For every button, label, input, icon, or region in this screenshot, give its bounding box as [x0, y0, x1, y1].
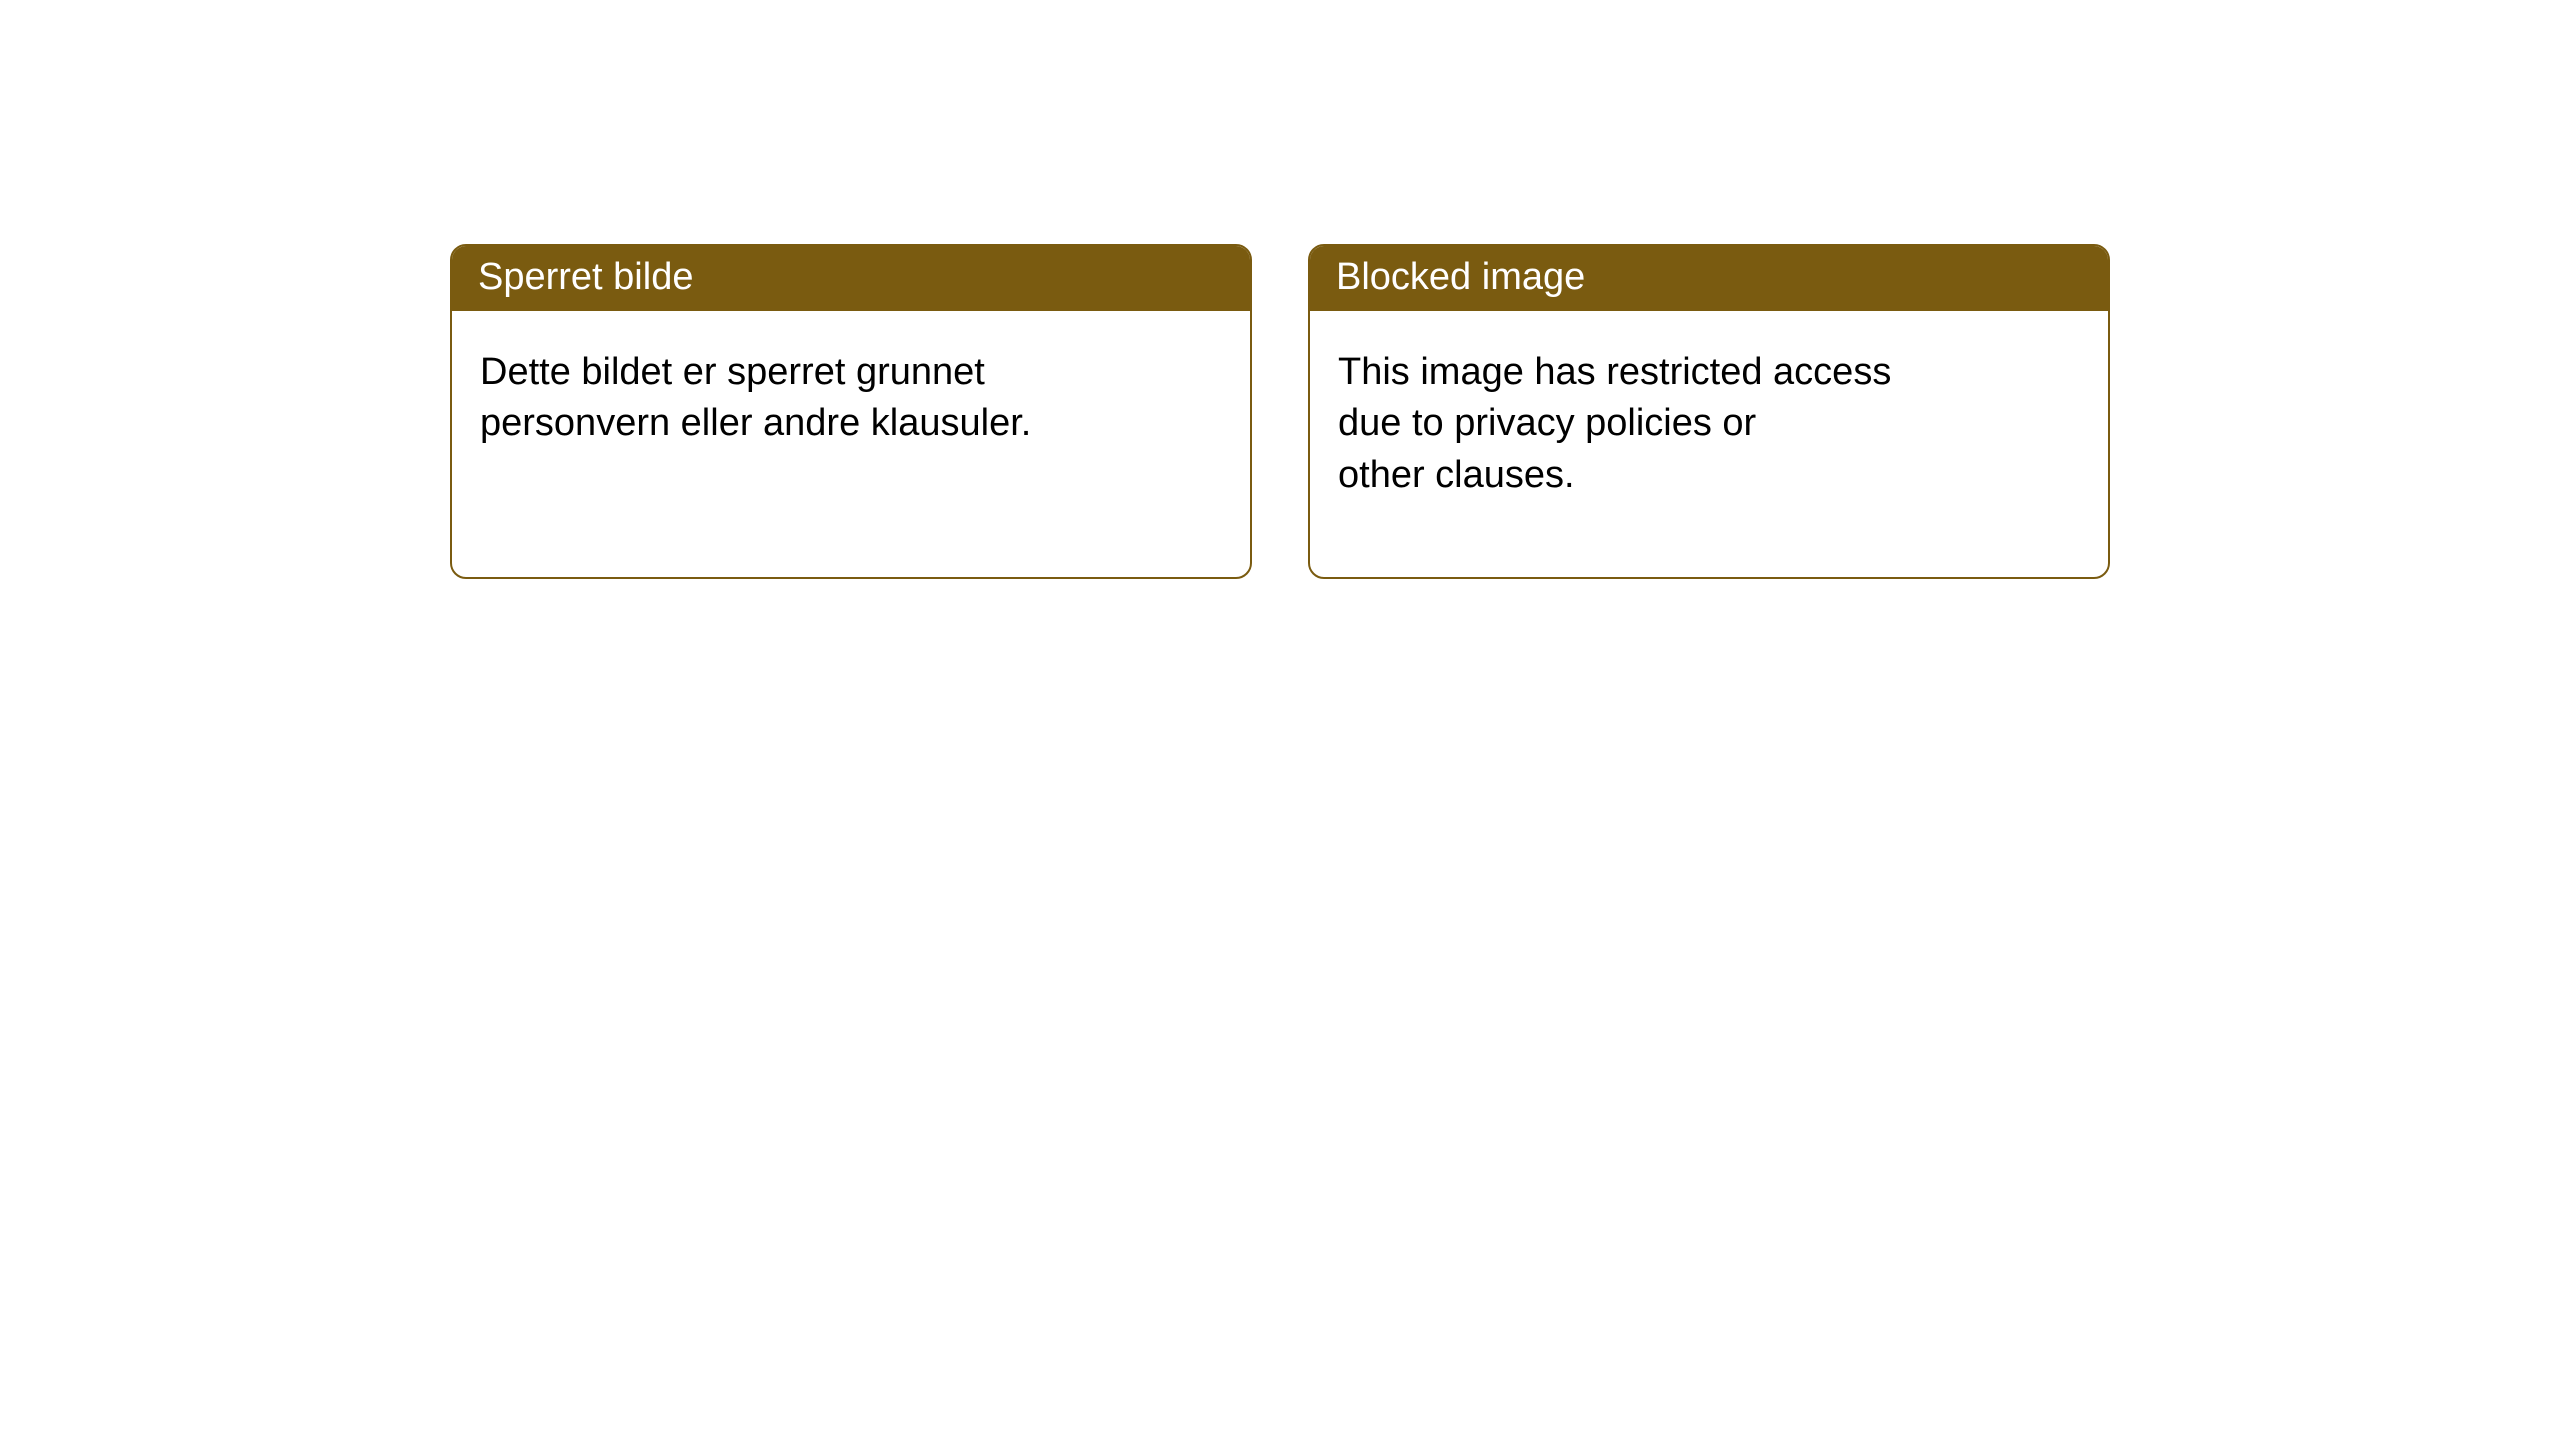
- card-container: Sperret bilde Dette bildet er sperret gr…: [450, 244, 2110, 579]
- blocked-image-card-en: Blocked image This image has restricted …: [1308, 244, 2110, 579]
- card-body: This image has restricted accessdue to p…: [1310, 311, 2108, 537]
- card-body: Dette bildet er sperret grunnetpersonver…: [452, 311, 1250, 486]
- card-title: Blocked image: [1310, 246, 2108, 311]
- blocked-image-card-no: Sperret bilde Dette bildet er sperret gr…: [450, 244, 1252, 579]
- card-title: Sperret bilde: [452, 246, 1250, 311]
